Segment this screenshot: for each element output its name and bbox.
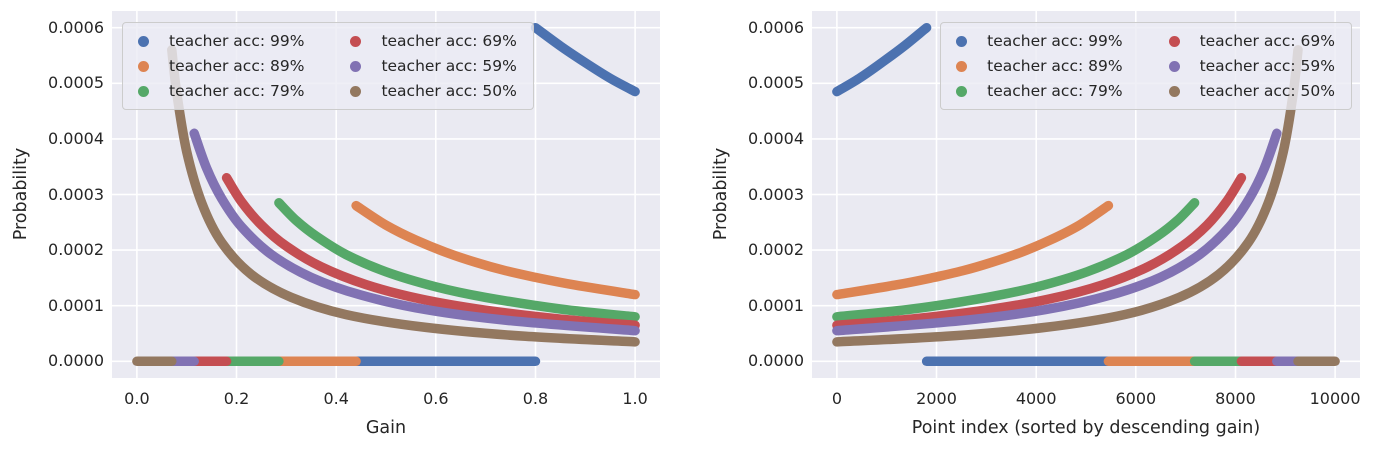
series-curve	[189, 128, 640, 336]
y-axis-label: Probability	[11, 147, 31, 241]
legend-marker-dot-icon	[138, 60, 149, 72]
y-tick-label: 0.0004	[748, 128, 804, 148]
y-tick-label: 0.0002	[48, 240, 104, 260]
legend-label: teacher acc: 59%	[1199, 57, 1335, 75]
x-tick-label: 0.0	[124, 389, 150, 408]
y-tick-label: 0.0004	[48, 128, 104, 148]
x-axis-label: Point index (sorted by descending gain)	[911, 418, 1261, 438]
y-tick-label: 0.0005	[748, 73, 804, 93]
x-tick-label: 1.0	[622, 389, 648, 408]
legend-item: teacher acc: 59%	[350, 55, 517, 77]
series-curve	[221, 173, 640, 330]
x-axis-label: Gain	[365, 418, 407, 438]
series-curve	[530, 22, 640, 97]
legend-label: teacher acc: 50%	[1199, 82, 1335, 100]
y-tick-label: 0.0005	[48, 73, 104, 93]
legend-label: teacher acc: 89%	[987, 57, 1123, 75]
legend-marker-dot-icon	[350, 60, 362, 72]
legend-item: teacher acc: 89%	[956, 55, 1123, 77]
y-tick-label: 0.0000	[48, 351, 104, 371]
legend-marker-dot-icon	[350, 35, 362, 47]
y-tick-label: 0.0003	[48, 184, 104, 204]
legend-label: teacher acc: 89%	[169, 57, 305, 75]
series-curve	[832, 45, 1303, 347]
legend-label: teacher acc: 69%	[1199, 32, 1335, 50]
series-curve	[832, 22, 932, 97]
series-curve	[351, 200, 640, 300]
y-tick-label: 0.0006	[748, 17, 804, 37]
legend-label: teacher acc: 99%	[169, 32, 305, 50]
legend-marker-dot-icon	[956, 60, 968, 72]
legend-marker-dot-icon	[138, 35, 149, 47]
series-curve	[167, 45, 640, 347]
series-curve	[832, 128, 1282, 336]
legend-item: teacher acc: 79%	[956, 80, 1123, 102]
legend-item: teacher acc: 79%	[138, 80, 304, 102]
x-tick-label: 10000	[1309, 389, 1361, 408]
legend-label: teacher acc: 50%	[381, 82, 517, 100]
y-tick-label: 0.0006	[48, 17, 104, 37]
series-curve	[832, 173, 1247, 330]
y-tick-label: 0.0000	[748, 351, 804, 371]
legend-item: teacher acc: 69%	[1168, 30, 1335, 52]
y-axis-label: Probability	[711, 147, 731, 241]
legend: teacher acc: 99% teacher acc: 89% teacher …	[122, 22, 534, 110]
legend-label: teacher acc: 69%	[381, 32, 517, 50]
legend-item: teacher acc: 59%	[1168, 55, 1335, 77]
x-tick-label: 2000	[916, 389, 957, 408]
legend-marker-dot-icon	[956, 35, 968, 47]
legend-label: teacher acc: 79%	[169, 82, 305, 100]
legend-item: teacher acc: 50%	[1168, 80, 1335, 102]
y-tick-label: 0.0001	[748, 295, 804, 315]
legend: teacher acc: 99% teacher acc: 89% teacher …	[940, 22, 1352, 110]
x-tick-label: 0.6	[423, 389, 449, 408]
y-tick-label: 0.0002	[748, 240, 804, 260]
x-tick-label: 4000	[1015, 389, 1057, 408]
x-tick-label: 0.8	[522, 389, 549, 408]
legend-label: teacher acc: 59%	[381, 57, 517, 75]
x-tick-label: 6000	[1115, 389, 1157, 408]
x-tick-label: 0.2	[223, 389, 250, 408]
legend-marker-dot-icon	[1168, 60, 1180, 72]
legend-marker-dot-icon	[138, 85, 149, 97]
legend-marker-dot-icon	[350, 85, 362, 97]
legend-label: teacher acc: 79%	[987, 82, 1123, 100]
series-curve	[832, 198, 1200, 322]
series-curve	[832, 200, 1114, 300]
legend-marker-dot-icon	[1168, 35, 1180, 47]
x-tick-label: 0	[831, 389, 842, 408]
legend-item: teacher acc: 99%	[138, 30, 304, 52]
legend-item: teacher acc: 50%	[350, 80, 517, 102]
legend-item: teacher acc: 89%	[138, 55, 304, 77]
x-tick-label: 0.4	[323, 389, 349, 408]
legend-marker-dot-icon	[956, 85, 968, 97]
legend-marker-dot-icon	[1168, 85, 1180, 97]
y-tick-label: 0.0001	[48, 295, 104, 315]
legend-item: teacher acc: 69%	[350, 30, 517, 52]
legend-item: teacher acc: 99%	[956, 30, 1123, 52]
y-tick-label: 0.0003	[748, 184, 804, 204]
series-curve	[274, 198, 640, 322]
legend-label: teacher acc: 99%	[987, 32, 1123, 50]
x-tick-label: 8000	[1215, 389, 1256, 408]
